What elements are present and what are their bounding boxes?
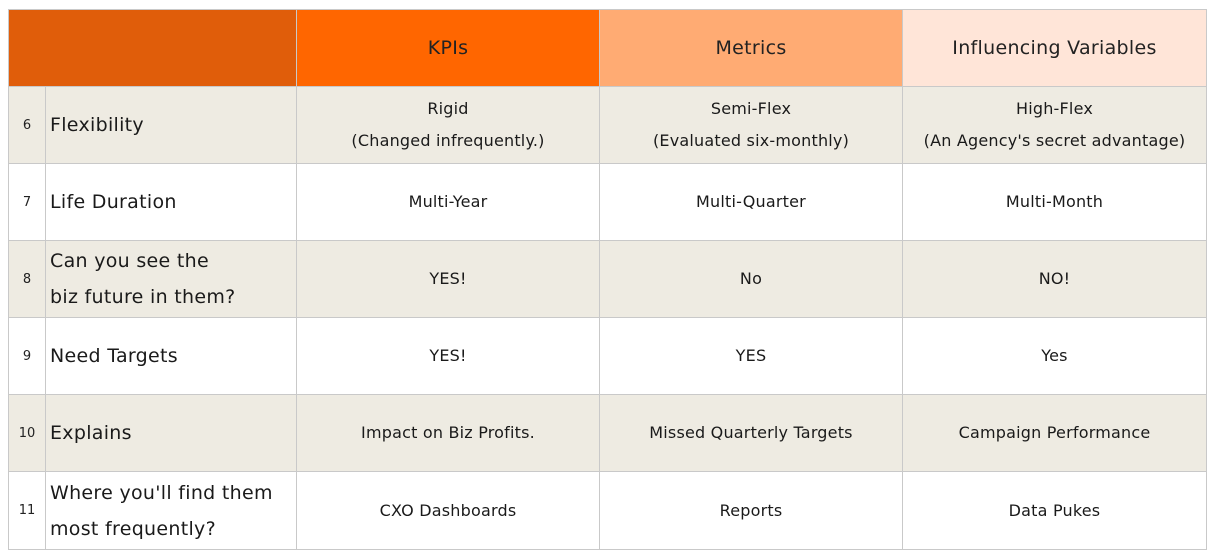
row-number: 11 — [8, 471, 46, 550]
table-row: 11 Where you'll find them most frequentl… — [8, 471, 1207, 550]
table-row: 6 Flexibility Rigid (Changed infrequentl… — [8, 86, 1207, 164]
metric-cell: YES — [599, 317, 903, 395]
variable-cell: Yes — [902, 317, 1207, 395]
header-influencing-variables: Influencing Variables — [902, 9, 1207, 87]
row-label-line: Flexibility — [50, 114, 144, 136]
variable-cell: High-Flex (An Agency's secret advantage) — [902, 86, 1207, 164]
cell-line: (Changed infrequently.) — [351, 131, 545, 150]
cell-line: No — [739, 269, 763, 288]
cell-line: (An Agency's secret advantage) — [923, 131, 1186, 150]
variable-cell: NO! — [902, 240, 1207, 318]
cell-line: Semi-Flex — [710, 99, 792, 118]
kpi-cell: Multi-Year — [296, 163, 600, 241]
cell-line: Impact on Biz Profits. — [361, 423, 535, 442]
cell-line: Multi-Year — [408, 192, 488, 211]
row-label-line: Need Targets — [50, 345, 178, 367]
metric-cell: Multi-Quarter — [599, 163, 903, 241]
cell-line: Rigid — [427, 99, 469, 118]
variable-cell: Multi-Month — [902, 163, 1207, 241]
row-number: 8 — [8, 240, 46, 318]
table-row: 7 Life Duration Multi-Year Multi-Quarter… — [8, 163, 1207, 241]
variable-cell: Data Pukes — [902, 471, 1207, 550]
row-number: 10 — [8, 394, 46, 472]
header-row: KPIs Metrics Influencing Variables — [8, 9, 1207, 87]
variable-cell: Campaign Performance — [902, 394, 1207, 472]
row-label-line: biz future in them? — [50, 286, 236, 308]
kpi-cell: Impact on Biz Profits. — [296, 394, 600, 472]
table-row: 8 Can you see the biz future in them? YE… — [8, 240, 1207, 318]
kpi-comparison-table: KPIs Metrics Influencing Variables 6 Fle… — [8, 9, 1207, 550]
row-label-line: Explains — [50, 422, 132, 444]
row-label-line: Where you'll find them — [50, 481, 273, 504]
kpi-cell: YES! — [296, 317, 600, 395]
cell-line: Yes — [1041, 346, 1068, 365]
cell-line: YES — [735, 346, 767, 365]
table-row: 10 Explains Impact on Biz Profits. Misse… — [8, 394, 1207, 472]
header-kpis: KPIs — [296, 9, 600, 87]
metric-cell: Missed Quarterly Targets — [599, 394, 903, 472]
row-label: Explains — [45, 394, 297, 472]
row-label: Need Targets — [45, 317, 297, 395]
cell-line: Multi-Quarter — [696, 192, 806, 211]
row-label: Where you'll find them most frequently? — [45, 471, 297, 550]
metric-cell: No — [599, 240, 903, 318]
cell-line: (Evaluated six-monthly) — [652, 131, 850, 150]
row-label-line: most frequently? — [50, 517, 216, 540]
row-number: 9 — [8, 317, 46, 395]
metric-cell: Reports — [599, 471, 903, 550]
row-label-line: Life Duration — [50, 191, 177, 213]
header-metrics: Metrics — [599, 9, 903, 87]
row-label: Flexibility — [45, 86, 297, 164]
cell-line: Missed Quarterly Targets — [649, 423, 853, 442]
cell-line: Reports — [719, 500, 783, 520]
row-number: 6 — [8, 86, 46, 164]
cell-line: CXO Dashboards — [379, 500, 517, 520]
kpi-cell: YES! — [296, 240, 600, 318]
cell-line: Data Pukes — [1008, 500, 1101, 520]
row-label-line: Can you see the — [50, 250, 209, 272]
row-label: Life Duration — [45, 163, 297, 241]
metric-cell: Semi-Flex (Evaluated six-monthly) — [599, 86, 903, 164]
table-row: 9 Need Targets YES! YES Yes — [8, 317, 1207, 395]
cell-line: YES! — [429, 269, 467, 288]
kpi-cell: CXO Dashboards — [296, 471, 600, 550]
kpi-cell: Rigid (Changed infrequently.) — [296, 86, 600, 164]
cell-line: Campaign Performance — [958, 423, 1151, 442]
cell-line: Multi-Month — [1005, 192, 1104, 211]
row-number: 7 — [8, 163, 46, 241]
cell-line: NO! — [1038, 269, 1071, 288]
cell-line: High-Flex — [1015, 99, 1094, 118]
cell-line: YES! — [429, 346, 467, 365]
row-label: Can you see the biz future in them? — [45, 240, 297, 318]
header-corner-cell — [8, 9, 297, 87]
